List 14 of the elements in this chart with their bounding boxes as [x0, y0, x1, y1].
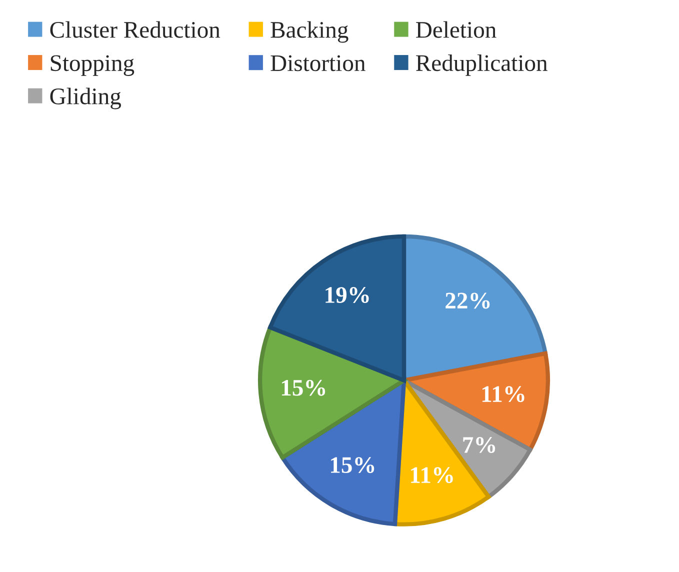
legend-label: Cluster Reduction [50, 21, 220, 38]
data-label: 15% [282, 380, 326, 396]
legend-label: Distortion [270, 55, 366, 72]
data-label: 15% [330, 457, 374, 474]
data-label: 22% [446, 292, 490, 309]
legend-label: Backing [270, 21, 348, 43]
data-label: 19% [326, 287, 369, 304]
data-label: 7% [463, 436, 496, 454]
legend-label: Gliding [50, 88, 121, 110]
data-label: 11% [411, 467, 453, 484]
data-label: 11% [482, 386, 524, 402]
legend-label: Deletion [416, 21, 496, 38]
legend-label: Stopping [50, 55, 134, 76]
legend-label: Reduplication [416, 54, 548, 76]
